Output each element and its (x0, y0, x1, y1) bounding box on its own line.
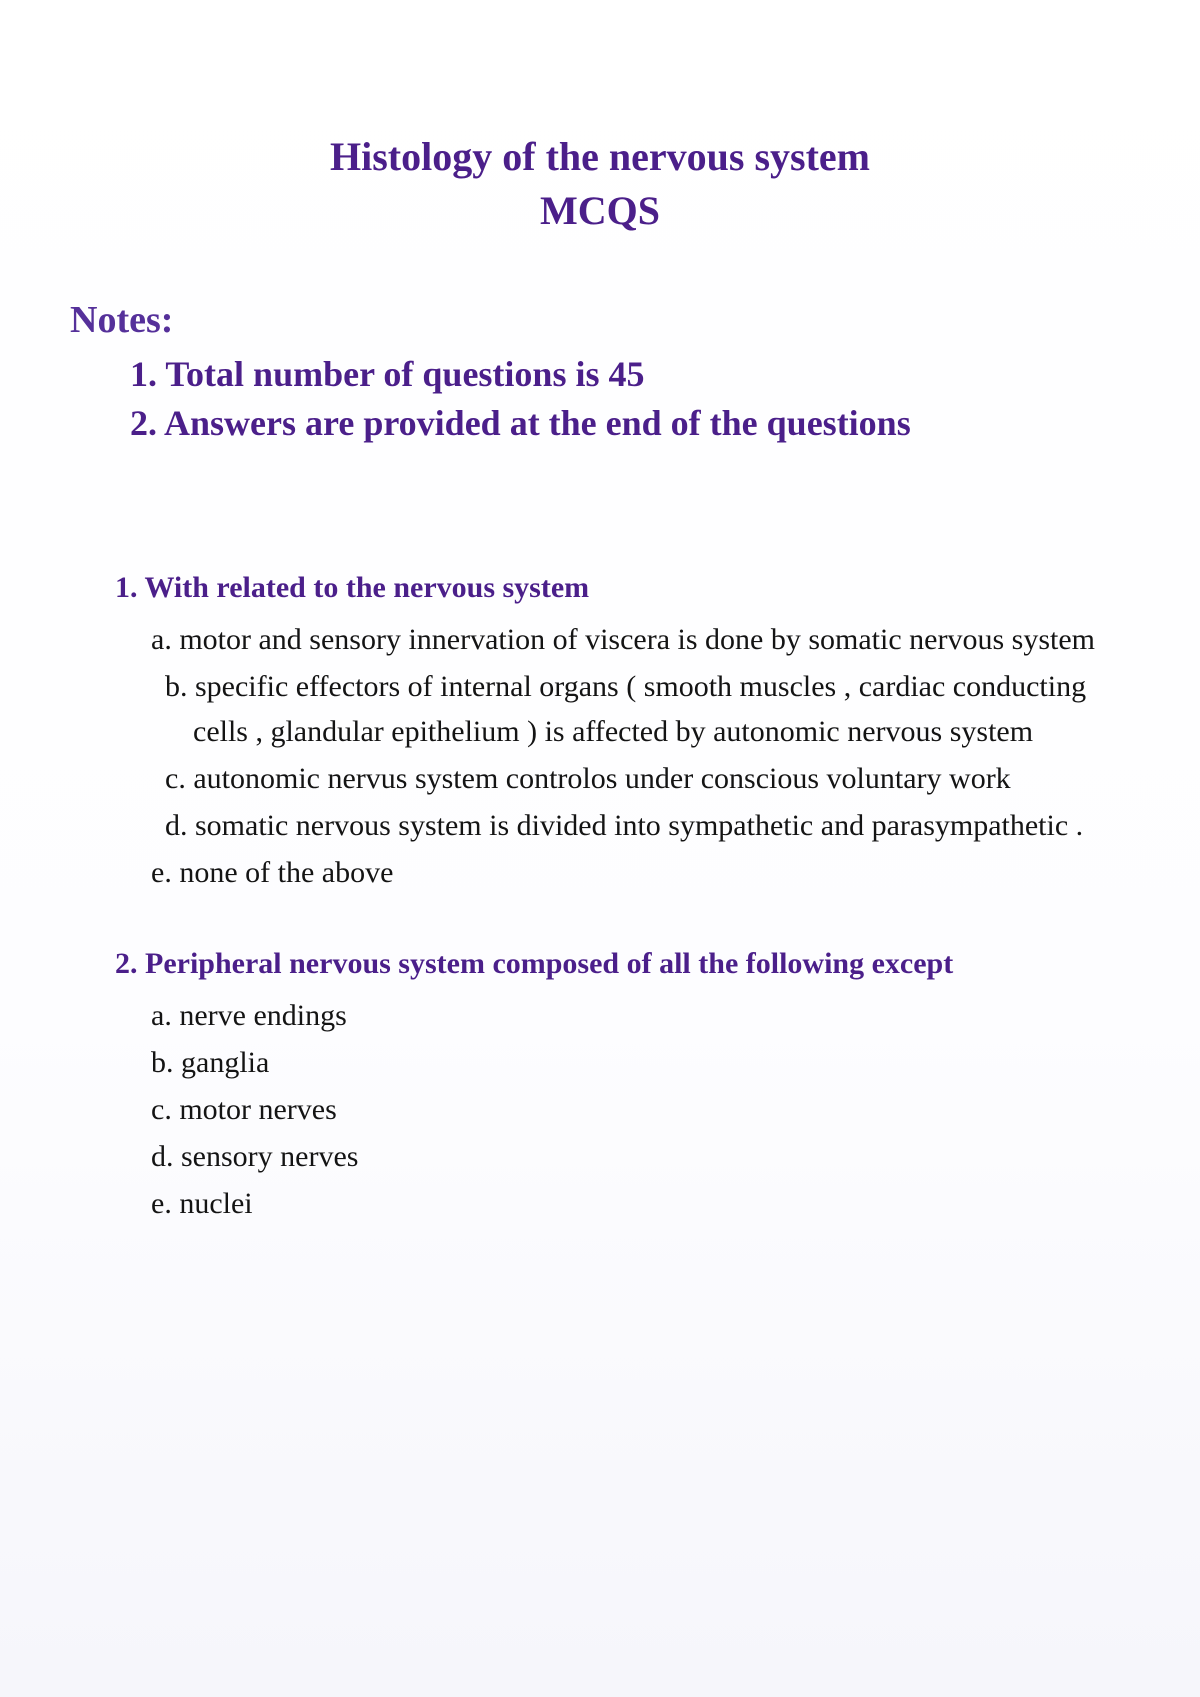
question-1-text: With related to the nervous system (144, 571, 589, 604)
notes-heading: Notes: (70, 298, 1130, 342)
option-text: ganglia (181, 1046, 269, 1079)
document-page: Histology of the nervous system MCQS Not… (0, 0, 1200, 1697)
option-text: motor and sensory innervation of viscera… (179, 623, 1095, 656)
question-1-options: a. motor and sensory innervation of visc… (151, 617, 1130, 895)
option-text: sensory nerves (181, 1140, 358, 1173)
question-1: 1. With related to the nervous system a.… (115, 567, 1130, 895)
title-line-1: Histology of the nervous system (70, 130, 1130, 184)
note-item-2: 2. Answers are provided at the end of th… (130, 399, 1130, 448)
question-2-option-a: a. nerve endings (151, 993, 1130, 1038)
option-letter: d. (151, 1140, 174, 1173)
question-2-option-b: b. ganglia (151, 1040, 1130, 1085)
title-block: Histology of the nervous system MCQS (70, 130, 1130, 238)
option-text: nerve endings (179, 999, 346, 1032)
option-letter: e. (151, 856, 172, 889)
question-2-option-c: c. motor nerves (151, 1087, 1130, 1132)
question-2-stem: 2. Peripheral nervous system composed of… (115, 943, 1130, 985)
option-text: none of the above (179, 856, 393, 889)
option-text: motor nerves (179, 1093, 336, 1126)
option-text: nuclei (179, 1187, 252, 1220)
question-1-option-c: c. autonomic nervus system controlos und… (151, 756, 1130, 801)
option-letter: d. (165, 809, 188, 842)
option-text: specific effectors of internal organs ( … (193, 670, 1086, 748)
question-2: 2. Peripheral nervous system composed of… (115, 943, 1130, 1226)
question-2-options: a. nerve endings b. ganglia c. motor ner… (151, 993, 1130, 1226)
question-2-option-d: d. sensory nerves (151, 1134, 1130, 1179)
question-2-number: 2. (115, 943, 138, 985)
questions-container: 1. With related to the nervous system a.… (115, 567, 1130, 1226)
option-letter: e. (151, 1187, 172, 1220)
option-letter: c. (151, 1093, 172, 1126)
option-letter: a. (151, 999, 172, 1032)
question-1-stem: 1. With related to the nervous system (115, 567, 1130, 609)
option-letter: a. (151, 623, 172, 656)
option-text: autonomic nervus system controlos under … (193, 762, 1010, 795)
question-2-option-e: e. nuclei (151, 1181, 1130, 1226)
question-1-number: 1. (115, 567, 138, 609)
question-2-text: Peripheral nervous system composed of al… (145, 947, 953, 980)
question-1-option-b: b. specific effectors of internal organs… (151, 664, 1130, 754)
title-line-2: MCQS (70, 184, 1130, 238)
option-letter: b. (165, 670, 188, 703)
option-letter: b. (151, 1046, 174, 1079)
question-1-option-a: a. motor and sensory innervation of visc… (151, 617, 1130, 662)
option-letter: c. (165, 762, 186, 795)
option-text: somatic nervous system is divided into s… (195, 809, 1083, 842)
note-item-1: 1. Total number of questions is 45 (130, 350, 1130, 399)
question-1-option-e: e. none of the above (151, 850, 1130, 895)
notes-list: 1. Total number of questions is 45 2. An… (130, 350, 1130, 447)
question-1-option-d: d. somatic nervous system is divided int… (151, 803, 1130, 848)
